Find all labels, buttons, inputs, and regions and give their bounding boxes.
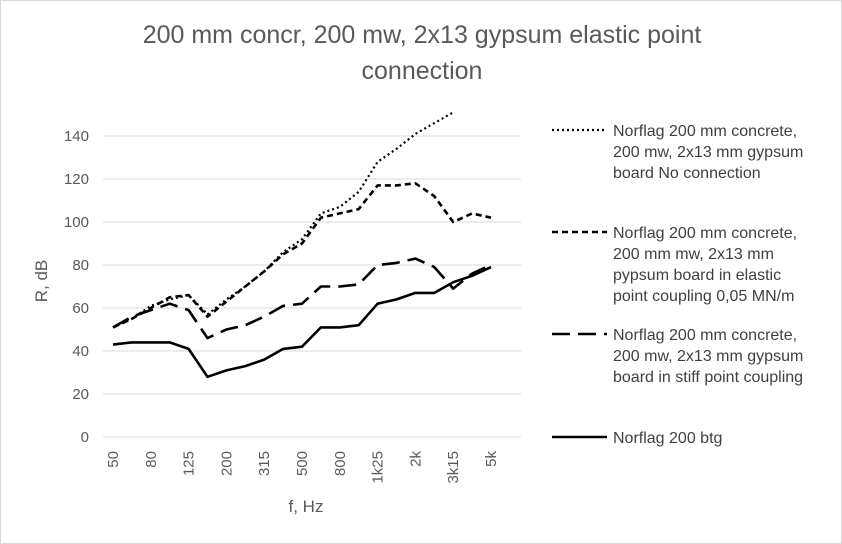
legend-label: Norflag 200 mm concrete, xyxy=(613,327,797,344)
y-tick-label: 60 xyxy=(72,300,89,317)
legend-label: Norflag 200 btg xyxy=(613,430,722,447)
legend-label: board in stiff point coupling xyxy=(613,369,803,386)
gridlines xyxy=(103,135,521,438)
x-axis-label: f, Hz xyxy=(289,497,324,516)
x-tick-label: 2k xyxy=(407,451,424,467)
x-tick-label: 800 xyxy=(332,451,349,476)
series-line-4 xyxy=(112,265,492,379)
chart-title-line-2: connection xyxy=(361,57,483,85)
legend-label: 200 mm mw, 2x13 mm xyxy=(613,246,774,263)
y-tick-label: 20 xyxy=(72,386,89,403)
series-lines xyxy=(112,111,492,379)
legend-label: pypsum board in elastic xyxy=(613,267,781,284)
x-tick-label: 200 xyxy=(218,451,235,476)
series-line-1 xyxy=(112,111,454,329)
y-tick-label: 0 xyxy=(81,429,89,446)
y-tick-label: 80 xyxy=(72,257,89,274)
x-tick-label: 1k25 xyxy=(370,451,387,484)
y-axis-label: R, dB xyxy=(32,260,51,303)
x-tick-label: 125 xyxy=(181,451,198,476)
legend-label: board No connection xyxy=(613,165,761,182)
y-tick-label: 40 xyxy=(72,343,89,360)
legend-label: Norflag 200 mm concrete, xyxy=(613,225,797,242)
legend-label: Norflag 200 mm concrete, xyxy=(613,123,797,140)
series-line-3 xyxy=(112,257,492,340)
y-axis-ticks: 0 20 40 60 80 100 120 140 xyxy=(64,128,89,446)
x-tick-label: 80 xyxy=(143,451,160,468)
x-tick-label: 5k xyxy=(483,451,500,467)
chart-title-line-1: 200 mm concr, 200 mw, 2x13 gypsum elasti… xyxy=(142,21,702,49)
y-tick-label: 100 xyxy=(64,214,89,231)
legend: Norflag 200 mm concrete, 200 mw, 2x13 mm … xyxy=(552,123,803,447)
legend-label: 200 mw, 2x13 mm gypsum xyxy=(613,348,803,365)
x-tick-label: 500 xyxy=(294,451,311,476)
x-tick-label: 50 xyxy=(105,451,122,468)
x-tick-label: 3k15 xyxy=(445,451,462,484)
y-tick-label: 120 xyxy=(64,171,89,188)
legend-label: 200 mw, 2x13 mm gypsum xyxy=(613,144,803,161)
x-axis-ticks: 50 80 125 200 315 500 800 1k25 2k 3k15 5k xyxy=(105,451,500,484)
legend-label: point coupling 0,05 MN/m xyxy=(613,288,794,305)
series-line-2 xyxy=(112,182,492,329)
x-tick-label: 315 xyxy=(256,451,273,476)
y-tick-label: 140 xyxy=(64,128,89,145)
